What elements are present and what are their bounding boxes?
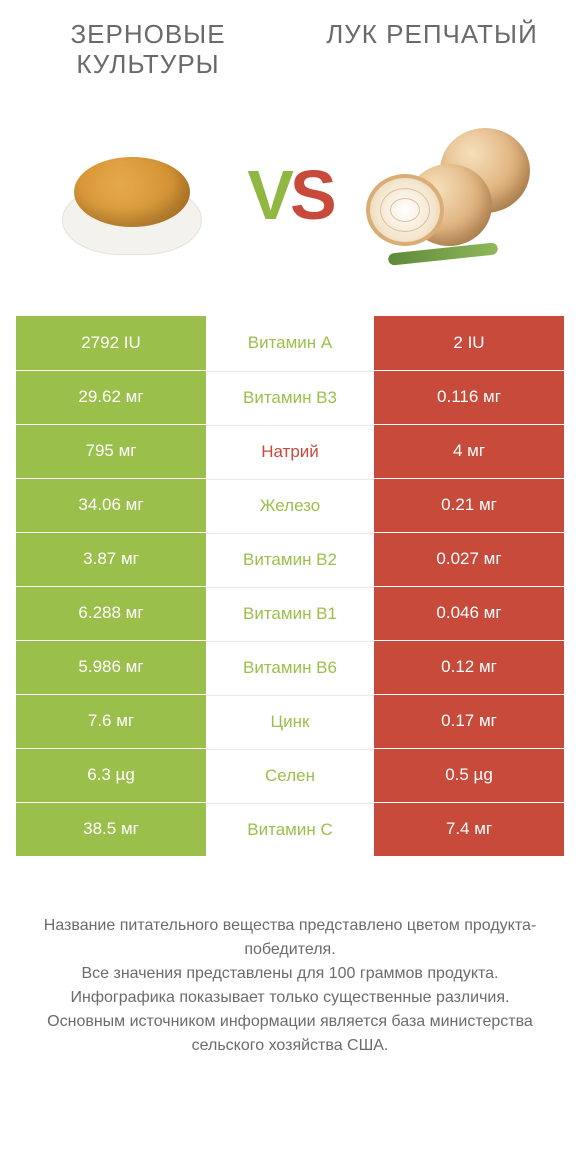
right-value: 2 IU <box>374 316 564 370</box>
table-row: 34.06 мгЖелезо0.21 мг <box>16 478 564 532</box>
nutrient-name: Витамин C <box>206 803 374 856</box>
table-row: 3.87 мгВитамин B20.027 мг <box>16 532 564 586</box>
vs-s: S <box>290 156 333 234</box>
table-row: 6.288 мгВитамин B10.046 мг <box>16 586 564 640</box>
left-value: 3.87 мг <box>16 533 206 586</box>
left-value: 5.986 мг <box>16 641 206 694</box>
footer-line: Инфографика показывает только существенн… <box>26 986 554 1010</box>
table-row: 5.986 мгВитамин B60.12 мг <box>16 640 564 694</box>
right-value: 0.027 мг <box>374 533 564 586</box>
footer-line: Название питательного вещества представл… <box>26 914 554 962</box>
nutrient-name: Витамин B3 <box>206 371 374 424</box>
nutrient-name: Витамин A <box>206 316 374 370</box>
right-value: 0.116 мг <box>374 371 564 424</box>
table-row: 29.62 мгВитамин B30.116 мг <box>16 370 564 424</box>
nutrient-name: Натрий <box>206 425 374 478</box>
nutrient-name: Железо <box>206 479 374 532</box>
left-image <box>16 135 247 255</box>
footer-note: Название питательного вещества представл… <box>16 914 564 1058</box>
left-title: ЗЕРНОВЫЕ КУЛЬТУРЫ <box>16 20 280 80</box>
table-row: 795 мгНатрий4 мг <box>16 424 564 478</box>
nutrient-name: Витамин B1 <box>206 587 374 640</box>
vs-label: VS <box>247 160 332 230</box>
table-row: 6.3 µgСелен0.5 µg <box>16 748 564 802</box>
right-value: 4 мг <box>374 425 564 478</box>
left-value: 29.62 мг <box>16 371 206 424</box>
right-value: 0.046 мг <box>374 587 564 640</box>
right-value: 7.4 мг <box>374 803 564 856</box>
vs-v: V <box>247 156 290 234</box>
right-image <box>333 120 564 270</box>
right-title: ЛУК РЕПЧАТЫЙ <box>300 20 564 80</box>
right-value: 0.5 µg <box>374 749 564 802</box>
left-value: 38.5 мг <box>16 803 206 856</box>
left-value: 2792 IU <box>16 316 206 370</box>
hero-row: VS <box>16 110 564 280</box>
right-value: 0.17 мг <box>374 695 564 748</box>
table-row: 38.5 мгВитамин C7.4 мг <box>16 802 564 856</box>
nutrient-name: Витамин B6 <box>206 641 374 694</box>
nutrient-name: Цинк <box>206 695 374 748</box>
footer-line: Все значения представлены для 100 граммо… <box>26 962 554 986</box>
left-value: 795 мг <box>16 425 206 478</box>
left-value: 6.288 мг <box>16 587 206 640</box>
left-value: 6.3 µg <box>16 749 206 802</box>
nutrient-name: Витамин B2 <box>206 533 374 586</box>
left-value: 7.6 мг <box>16 695 206 748</box>
nutrient-name: Селен <box>206 749 374 802</box>
right-value: 0.12 мг <box>374 641 564 694</box>
footer-line: Основным источником информации является … <box>26 1010 554 1058</box>
left-value: 34.06 мг <box>16 479 206 532</box>
table-row: 7.6 мгЦинк0.17 мг <box>16 694 564 748</box>
comparison-table: 2792 IUВитамин A2 IU29.62 мгВитамин B30.… <box>16 316 564 856</box>
table-row: 2792 IUВитамин A2 IU <box>16 316 564 370</box>
right-value: 0.21 мг <box>374 479 564 532</box>
